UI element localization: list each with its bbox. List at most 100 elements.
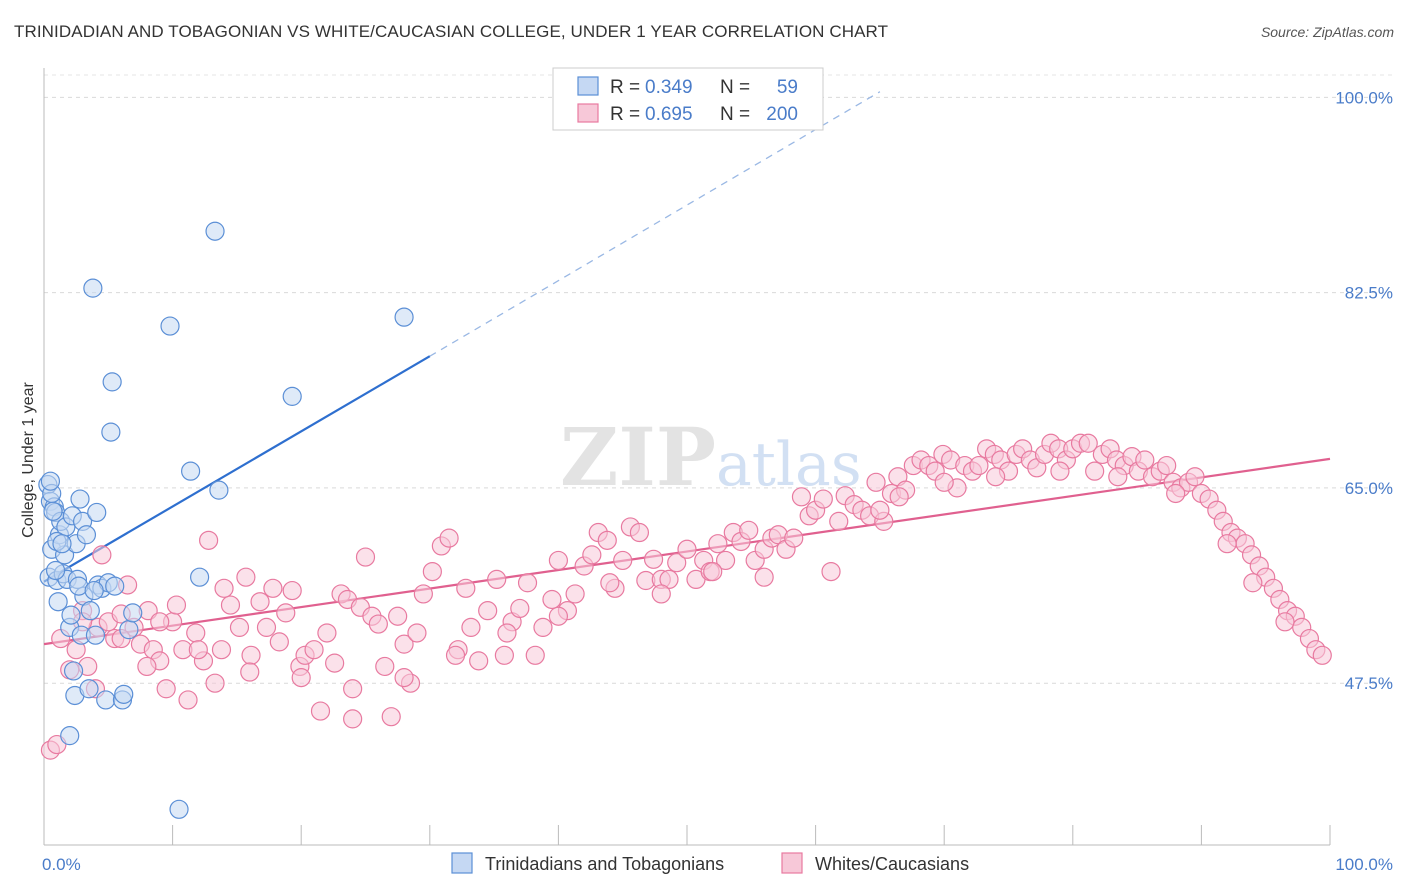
blue-point	[105, 576, 125, 596]
pink-point	[211, 640, 232, 660]
pink-point	[643, 549, 664, 569]
pink-point	[241, 645, 261, 665]
pink-point	[866, 472, 886, 492]
pink-point	[651, 584, 671, 604]
y-tick-label: 82.5%	[1345, 284, 1393, 303]
blue-point	[169, 799, 189, 819]
pink-point	[791, 487, 812, 507]
pink-point	[439, 528, 459, 548]
blue-point	[79, 679, 99, 699]
blue-trend-line	[43, 355, 431, 583]
blue-point	[102, 372, 122, 392]
y-tick-label: 65.0%	[1345, 479, 1393, 498]
pink-point	[263, 578, 283, 598]
blue-point	[114, 684, 134, 704]
y-tick-labels: 47.5% 65.0% 82.5% 100.0%	[1335, 88, 1393, 693]
pink-point	[517, 573, 538, 593]
pink-point	[205, 673, 225, 693]
blue-point	[61, 605, 81, 625]
blue-point	[205, 221, 225, 241]
x-tick-label: 100.0%	[1335, 855, 1393, 874]
pink-point	[478, 601, 498, 621]
data-points	[38, 221, 1332, 819]
pink-point	[870, 500, 890, 520]
blue-trend-extension	[429, 91, 881, 357]
blue-point	[60, 726, 80, 746]
pink-point	[310, 701, 331, 721]
pink-point	[739, 520, 759, 540]
pink-point	[510, 598, 530, 619]
pink-point	[92, 545, 112, 565]
pink-point	[156, 679, 176, 699]
pink-point	[1166, 483, 1186, 504]
blue-point	[123, 603, 143, 623]
bottom-legend: Trinidadians and Tobagonians Whites/Cauca…	[451, 852, 969, 874]
pink-point	[1275, 612, 1295, 632]
blue-bottom-legend-label: Trinidadians and Tobagonians	[485, 854, 724, 874]
pink-point	[355, 547, 376, 567]
pink-point	[1185, 467, 1205, 487]
pink-point	[325, 653, 345, 673]
pink-point	[542, 589, 562, 610]
pink-point	[375, 656, 395, 677]
legend-n-value: 59	[777, 77, 798, 98]
pink-point	[934, 472, 954, 492]
pink-point	[708, 534, 728, 554]
pink-point	[317, 623, 337, 643]
pink-point	[1217, 534, 1237, 554]
blue-legend-swatch	[577, 76, 599, 96]
blue-point	[40, 471, 61, 491]
blue-point	[83, 278, 103, 298]
legend-n-value: 200	[766, 104, 798, 125]
pink-bottom-legend-swatch	[781, 852, 803, 874]
pink-point	[829, 511, 849, 531]
pink-point	[304, 640, 324, 660]
blue-point	[96, 690, 116, 710]
pink-point	[784, 528, 804, 548]
blue-bottom-legend-swatch	[451, 852, 473, 874]
trend-lines	[43, 91, 1331, 646]
pink-point	[889, 487, 909, 507]
pink-point	[1312, 645, 1332, 665]
pink-point	[256, 617, 277, 637]
pink-point	[368, 614, 388, 634]
pink-point	[715, 550, 736, 571]
legend-box: R = 0.349 N = 59 R = 0.695 N = 200	[552, 67, 824, 131]
x-tick-label: 0.0%	[42, 855, 81, 874]
axes	[43, 68, 1331, 846]
watermark: ZIPatlas	[560, 410, 862, 504]
pink-point	[229, 617, 250, 637]
blue-point	[119, 620, 139, 640]
pink-point	[667, 553, 687, 573]
pink-point	[166, 595, 187, 615]
pink-point	[269, 632, 289, 652]
pink-point	[422, 561, 442, 582]
blue-point	[48, 592, 68, 612]
pink-point	[497, 623, 517, 643]
pink-point	[1078, 433, 1098, 453]
pink-point	[186, 623, 206, 643]
blue-point	[70, 489, 90, 509]
y-tick-label: 100.0%	[1335, 88, 1393, 107]
blue-point	[85, 625, 106, 645]
blue-point	[80, 601, 100, 621]
legend-n-label: N =	[720, 104, 750, 125]
pink-point	[1050, 461, 1070, 481]
blue-point	[43, 501, 63, 521]
legend-r-value: 0.349	[645, 77, 693, 98]
pink-point	[276, 603, 296, 623]
pink-point	[821, 561, 841, 582]
pink-point	[597, 530, 617, 550]
blue-point	[190, 567, 210, 587]
pink-point	[240, 662, 260, 682]
pink-point	[969, 455, 989, 476]
pink-point	[220, 595, 241, 615]
pink-point	[1243, 573, 1263, 593]
blue-point	[394, 307, 414, 327]
source-label: Source: ZipAtlas.com	[1260, 24, 1394, 40]
pink-point	[250, 592, 270, 612]
y-axis-label: College, Under 1 year	[20, 382, 37, 538]
blue-point	[45, 560, 66, 581]
pink-point	[394, 634, 414, 654]
pink-point	[291, 668, 311, 688]
